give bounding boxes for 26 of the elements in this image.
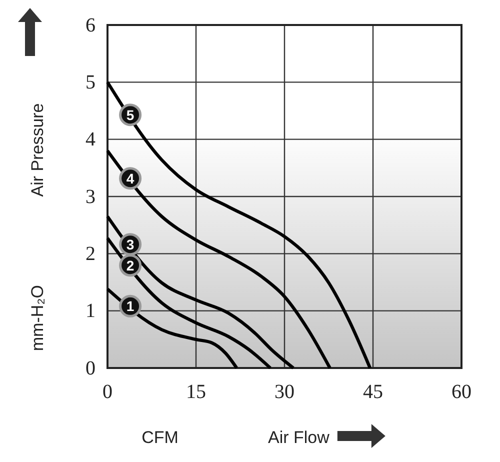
x-tick-label: 45 (363, 381, 383, 404)
text: CFM (142, 428, 178, 447)
text: mm-H₂O (28, 284, 47, 352)
series-label: 2 (126, 257, 134, 274)
series-label: 4 (126, 170, 134, 186)
y-tick-label: 4 (86, 128, 96, 151)
line-series (106, 288, 238, 370)
x-tick-label: 30 (274, 381, 294, 404)
y-tick-label: 0 (86, 357, 96, 380)
x-tick-label: 60 (452, 381, 472, 404)
y-tick-label: 1 (86, 300, 96, 322)
x-tick-label: 15 (186, 381, 206, 404)
y-tick-label: 6 (86, 14, 96, 36)
series-label: 3 (126, 236, 134, 252)
y-tick-label: 5 (86, 72, 96, 94)
y-tick-label: 2 (86, 243, 96, 266)
line-series (106, 80, 372, 370)
series-label: 5 (126, 106, 134, 123)
x-axis-title: Air Flow (268, 428, 330, 447)
y-tick-label: 3 (86, 186, 96, 208)
line-series (106, 214, 295, 370)
line-series (106, 149, 332, 370)
y-axis-title: Air Pressure (28, 103, 47, 197)
line-series (106, 236, 272, 370)
x-tick-label: 0 (102, 381, 112, 404)
series-label: 1 (126, 298, 134, 314)
